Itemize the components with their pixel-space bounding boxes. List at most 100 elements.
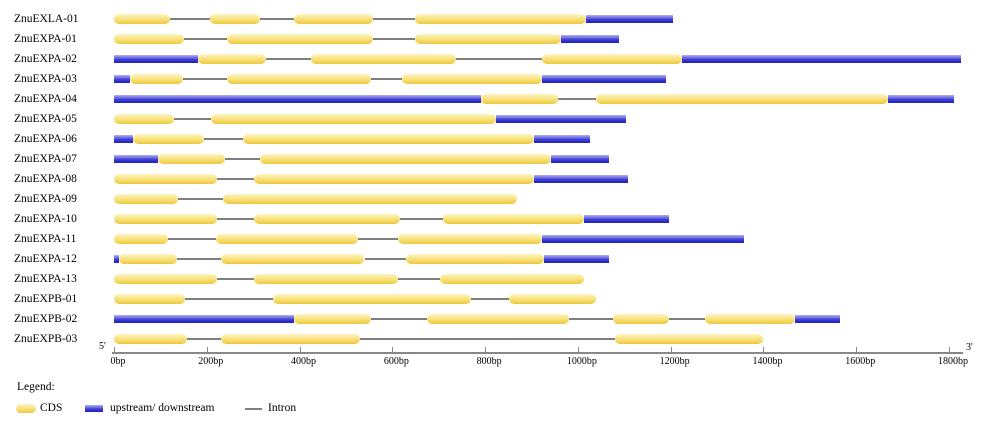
cds-segment — [216, 234, 358, 244]
gene-label: ZnuEXPA-07 — [14, 153, 77, 165]
axis-tick-label: 0bp — [110, 356, 126, 367]
intron-segment — [456, 58, 542, 60]
cds-segment — [414, 14, 586, 24]
upstream-downstream-segment — [114, 55, 198, 63]
gene-label: ZnuEXPA-01 — [14, 33, 77, 45]
cds-segment — [254, 274, 398, 284]
upstream-downstream-segment — [550, 155, 609, 163]
intron-segment — [372, 38, 415, 40]
cds-segment — [226, 34, 373, 44]
gene-row-ZnuEXPB-01: ZnuEXPB-01 — [0, 289, 1000, 309]
cds-segment — [293, 314, 371, 324]
intron-segment — [174, 118, 212, 120]
upstream-downstream-segment — [114, 255, 119, 263]
cds-segment — [114, 334, 188, 344]
axis-line — [112, 352, 963, 354]
gene-row-ZnuEXPA-09: ZnuEXPA-09 — [0, 189, 1000, 209]
gene-row-ZnuEXPA-02: ZnuEXPA-02 — [0, 49, 1000, 69]
intron-segment — [397, 278, 440, 280]
cds-segment — [114, 34, 184, 44]
cds-segment — [293, 14, 373, 24]
gene-label: ZnuEXPA-04 — [14, 93, 77, 105]
axis-tick — [392, 347, 394, 352]
axis-tick-label: 1800bp — [938, 356, 968, 367]
upstream-downstream-segment — [583, 215, 670, 223]
gene-label: ZnuEXPA-11 — [14, 233, 77, 245]
cds-segment — [260, 154, 551, 164]
cds-segment — [114, 274, 217, 284]
gene-row-ZnuEXPA-04: ZnuEXPA-04 — [0, 89, 1000, 109]
upstream-downstream-segment — [794, 315, 841, 323]
axis-tick — [763, 347, 765, 352]
gene-track — [0, 129, 1000, 149]
legend: Legend: CDS upstream/ downstream Intron — [0, 378, 1000, 430]
upstream-downstream-segment — [542, 75, 666, 83]
upstream-downstream-segment — [114, 315, 294, 323]
intron-segment — [558, 98, 597, 100]
axis-tick-label: 1200bp — [659, 356, 690, 367]
intron-segment — [216, 218, 255, 220]
cds-segment — [158, 154, 225, 164]
cds-segment — [613, 314, 670, 324]
legend-label-cds: CDS — [40, 402, 63, 414]
gene-row-ZnuEXPA-11: ZnuEXPA-11 — [0, 229, 1000, 249]
cds-segment — [442, 214, 584, 224]
gene-label: ZnuEXPB-03 — [14, 333, 78, 345]
intron-segment — [372, 18, 415, 20]
cds-segment — [414, 34, 561, 44]
axis-tick — [670, 347, 672, 352]
intron-segment — [176, 258, 221, 260]
upstream-downstream-segment — [114, 75, 131, 83]
legend-swatch-utr — [85, 405, 103, 412]
intron-segment — [216, 178, 255, 180]
gene-label: ZnuEXPA-05 — [14, 113, 77, 125]
gene-row-ZnuEXPA-01: ZnuEXPA-01 — [0, 29, 1000, 49]
cds-segment — [114, 234, 169, 244]
axis-5-prime-label: 5' — [99, 341, 106, 352]
gene-row-ZnuEXPA-13: ZnuEXPA-13 — [0, 269, 1000, 289]
intron-segment — [169, 18, 210, 20]
cds-segment — [397, 234, 543, 244]
intron-segment — [260, 18, 294, 20]
intron-segment — [203, 138, 244, 140]
gene-label: ZnuEXPB-02 — [14, 313, 78, 325]
gene-label: ZnuEXPA-06 — [14, 133, 77, 145]
cds-segment — [481, 94, 559, 104]
axis-tick — [856, 347, 858, 352]
intron-segment — [187, 338, 221, 340]
upstream-downstream-segment — [560, 35, 620, 43]
gene-label: ZnuEXPA-02 — [14, 53, 77, 65]
cds-segment — [197, 54, 267, 64]
gene-label: ZnuEXPA-03 — [14, 73, 77, 85]
upstream-downstream-segment — [114, 95, 482, 103]
intron-segment — [669, 318, 705, 320]
gene-track — [0, 289, 1000, 309]
gene-track — [0, 9, 1000, 29]
upstream-downstream-segment — [114, 135, 133, 143]
upstream-downstream-segment — [544, 255, 609, 263]
cds-segment — [704, 314, 795, 324]
axis-tick-label: 1000bp — [566, 356, 597, 367]
cds-segment — [402, 74, 543, 84]
gene-track — [0, 209, 1000, 229]
cds-segment — [114, 194, 179, 204]
intron-segment — [358, 238, 398, 240]
gene-track — [0, 149, 1000, 169]
gene-label: ZnuEXPA-13 — [14, 273, 77, 285]
cds-segment — [541, 54, 682, 64]
upstream-downstream-segment — [114, 155, 159, 163]
intron-segment — [224, 158, 261, 160]
cds-segment — [596, 94, 889, 104]
gene-row-ZnuEXPA-08: ZnuEXPA-08 — [0, 169, 1000, 189]
legend-label-intron: Intron — [268, 402, 297, 414]
upstream-downstream-segment — [542, 235, 745, 243]
intron-segment — [266, 58, 312, 60]
cds-segment — [114, 214, 217, 224]
upstream-downstream-segment — [888, 95, 954, 103]
gene-track — [0, 69, 1000, 89]
gene-track — [0, 329, 1000, 349]
cds-segment — [210, 14, 261, 24]
upstream-downstream-segment — [533, 135, 590, 143]
cds-segment — [508, 294, 597, 304]
axis-tick — [485, 347, 487, 352]
